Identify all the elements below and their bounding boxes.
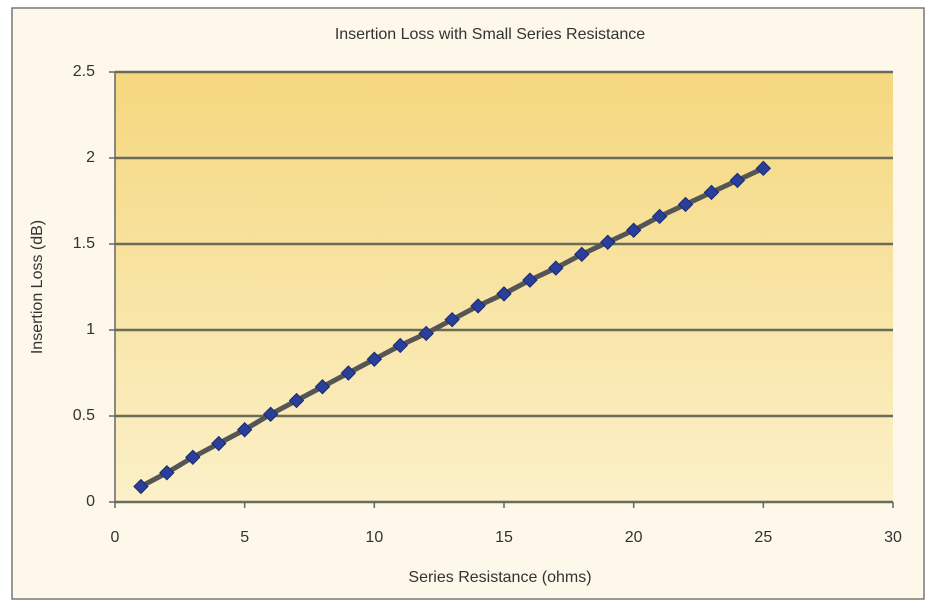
marker (236, 422, 253, 438)
marker (755, 160, 772, 177)
marker (496, 286, 512, 302)
y-tick-label: 1 (86, 321, 95, 338)
chart-title: Insertion Loss with Small Series Resista… (335, 26, 645, 43)
marker (392, 337, 408, 354)
marker (522, 272, 538, 288)
marker (159, 465, 175, 481)
x-tick-label: 5 (240, 529, 249, 546)
marker (418, 325, 434, 342)
x-axis-label: Series Resistance (ohms) (408, 569, 591, 586)
y-tick-label: 2 (86, 149, 95, 166)
marker (262, 406, 279, 422)
marker (133, 478, 149, 495)
x-tick-label: 15 (495, 529, 513, 546)
y-tick-label: 0 (86, 493, 95, 510)
marker (211, 435, 227, 452)
x-tick-label: 10 (365, 529, 383, 546)
y-tick-label: 2.5 (73, 63, 95, 80)
marker (729, 172, 746, 189)
x-tick-label: 20 (625, 529, 643, 546)
marker (340, 365, 357, 381)
marker (574, 246, 590, 263)
marker (444, 311, 460, 328)
marker (314, 379, 331, 395)
marker (703, 184, 720, 201)
x-tick-label: 30 (884, 529, 902, 546)
marker (600, 234, 616, 250)
marker (677, 196, 694, 213)
marker (625, 222, 642, 238)
y-tick-label: 0.5 (73, 407, 95, 424)
marker (185, 449, 201, 465)
marker (288, 392, 305, 409)
x-tick-label: 25 (754, 529, 772, 546)
marker (366, 351, 383, 367)
marker (470, 298, 486, 314)
x-tick-label: 0 (111, 529, 120, 546)
y-axis-label: Insertion Loss (dB) (29, 220, 46, 354)
marker (548, 260, 564, 276)
marker (651, 208, 668, 225)
y-tick-label: 1.5 (73, 235, 95, 252)
